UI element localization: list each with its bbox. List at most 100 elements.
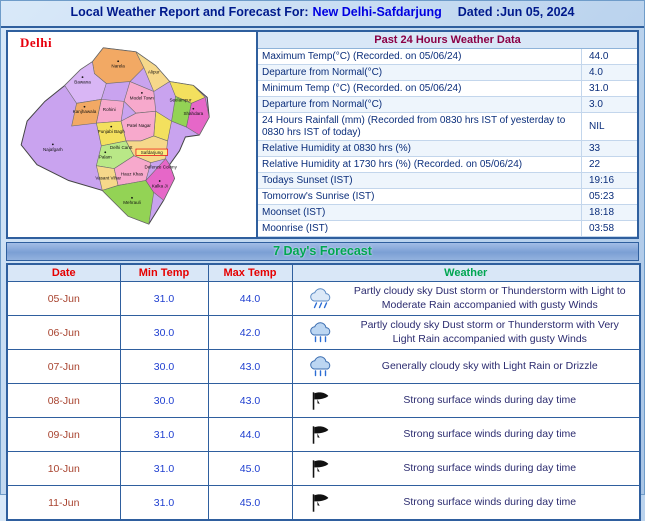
windsock-icon	[293, 390, 349, 412]
past24-row-value: 31.0	[581, 80, 637, 97]
delhi-district-map: Narela Alipur Bawana Kanjhawala Rohini Model …	[20, 47, 210, 225]
past24-row: Moonset (IST) 18:18	[258, 204, 637, 221]
forecast-weather-description: Strong surface winds during day time	[403, 495, 577, 508]
past24-row-value: 4.0	[581, 64, 637, 81]
map-district-label: Bawana	[74, 80, 91, 85]
map-district-label: Kalka Ji	[152, 183, 168, 188]
forecast-min-temp: 30.0	[119, 383, 209, 418]
forecast-max-temp: 44.0	[207, 281, 293, 316]
past-24-hours-table: Past 24 Hours Weather Data Maximum Temp(…	[258, 32, 637, 237]
map-district-label: Defence Colony	[145, 165, 178, 170]
past24-row-label: Moonrise (IST)	[258, 220, 582, 237]
past24-row-label: Todays Sunset (IST)	[258, 172, 582, 189]
forecast-date: 08-Jun	[6, 383, 121, 418]
map-district-label: Safdarjung	[141, 150, 163, 155]
forecast-row: 06-Jun 30.0 42.0 Partly cloudy sky Dust sto…	[6, 315, 641, 350]
map-district-label: Kanjhawala	[73, 109, 97, 114]
town-dot	[131, 196, 133, 199]
past24-row-label: Maximum Temp(°C) (Recorded. on 05/06/24)	[258, 48, 582, 65]
past24-row-label: Minimum Temp (°C) (Recorded. on 05/06/24…	[258, 80, 582, 97]
forecast-header-row: Date Min Temp Max Temp Weather	[6, 263, 641, 282]
past24-row: Departure from Normal(°C) 4.0	[258, 64, 637, 81]
forecast-max-temp: 43.0	[207, 349, 293, 384]
past24-row-value: 03:58	[581, 220, 637, 237]
rain-cloud-icon	[293, 355, 349, 378]
forecast-col-min-temp: Min Temp	[119, 263, 209, 282]
forecast-row: 05-Jun 31.0 44.0 Partly cloudy sky Dust sto…	[6, 281, 641, 316]
forecast-row: 11-Jun 31.0 45.0 Strong surface winds durin…	[6, 485, 641, 521]
past24-row-label: Relative Humidity at 0830 hrs (%)	[258, 140, 582, 157]
past24-row-value: 22	[581, 156, 637, 173]
highlighted-station-box	[135, 148, 168, 156]
forecast-col-max-temp: Max Temp	[207, 263, 293, 282]
forecast-max-temp: 43.0	[207, 383, 293, 418]
map-district-label: Model Town	[130, 95, 155, 100]
town-dot	[51, 143, 54, 146]
town-dot	[110, 125, 113, 128]
past24-row-value: 44.0	[581, 48, 637, 65]
forecast-row: 08-Jun 30.0 43.0 Strong surface winds durin…	[6, 383, 641, 418]
past24-row-label: Departure from Normal(°C)	[258, 96, 582, 113]
past24-row-label: 24 Hours Rainfall (mm) (Recorded from 08…	[258, 112, 582, 141]
past24-title-row: Past 24 Hours Weather Data	[258, 32, 637, 49]
past24-row-label: Relative Humidity at 1730 hrs (%) (Recor…	[258, 156, 582, 173]
forecast-row: 09-Jun 31.0 44.0 Strong surface winds durin…	[6, 417, 641, 452]
past24-row: Moonrise (IST) 03:58	[258, 220, 637, 237]
town-dot	[81, 76, 84, 78]
map-district-label: Shahdara	[183, 111, 203, 116]
past24-row-value: NIL	[581, 112, 637, 141]
forecast-date: 10-Jun	[6, 451, 121, 486]
forecast-min-temp: 31.0	[119, 417, 209, 452]
map-district-label: Narela	[111, 64, 125, 69]
forecast-weather-description: Strong surface winds during day time	[403, 427, 577, 440]
map-district-label: Rohini	[103, 107, 116, 112]
forecast-min-temp: 31.0	[119, 281, 209, 316]
forecast-row: 10-Jun 31.0 45.0 Strong surface winds durin…	[6, 451, 641, 486]
map-district-label: Hauz Khas	[121, 172, 144, 177]
top-panel: Delhi	[6, 30, 639, 239]
past24-row-label: Tomorrow's Sunrise (IST)	[258, 188, 582, 205]
map-district-label: Patel Nagar	[127, 123, 151, 128]
past24-row-label: Departure from Normal(°C)	[258, 64, 582, 81]
forecast-date: 06-Jun	[6, 315, 121, 350]
town-dot	[158, 180, 161, 182]
past24-row: 24 Hours Rainfall (mm) (Recorded from 08…	[258, 112, 637, 141]
forecast-weather-description: Generally cloudy sky with Light Rain or …	[381, 359, 598, 372]
page-title: Local Weather Report and Forecast For: Ne…	[1, 1, 644, 28]
forecast-weather-description: Strong surface winds during day time	[403, 461, 577, 474]
windsock-icon	[293, 458, 349, 480]
forecast-col-weather: Weather	[291, 263, 641, 282]
delhi-map-panel: Delhi	[8, 32, 258, 237]
forecast-min-temp: 31.0	[119, 451, 209, 486]
past24-row-value: 18:18	[581, 204, 637, 221]
forecast-row: 07-Jun 30.0 43.0 Generally cloudy sky with …	[6, 349, 641, 384]
past24-row-value: 3.0	[581, 96, 637, 113]
map-district-label: Vasant Vihar	[95, 176, 121, 181]
forecast-max-temp: 44.0	[207, 417, 293, 452]
past24-row-value: 33	[581, 140, 637, 157]
past24-row-value: 05:23	[581, 188, 637, 205]
forecast-weather-description: Partly cloudy sky Dust storm or Thunders…	[353, 285, 626, 311]
dated-text: Dated :Jun 05, 2024	[457, 5, 575, 19]
past24-row: Maximum Temp(°C) (Recorded. on 05/06/24)…	[258, 48, 637, 65]
town-dot	[83, 105, 86, 108]
map-region-label: Delhi	[20, 35, 53, 50]
past24-title: Past 24 Hours Weather Data	[258, 32, 637, 49]
forecast-max-temp: 45.0	[207, 451, 293, 486]
town-dot	[140, 92, 143, 94]
map-district-label: Punjabi Bagh	[98, 129, 126, 134]
forecast-table: Date Min Temp Max Temp Weather 05-Jun 31.0 44…	[6, 263, 641, 521]
forecast-min-temp: 30.0	[119, 315, 209, 350]
past24-row-value: 19:16	[581, 172, 637, 189]
title-prefix: Local Weather Report and Forecast For:	[70, 5, 309, 19]
forecast-col-date: Date	[6, 263, 121, 282]
location-link[interactable]: New Delhi-Safdarjung	[312, 5, 442, 19]
forecast-weather-description: Strong surface winds during day time	[403, 393, 577, 406]
forecast-date: 05-Jun	[6, 281, 121, 316]
town-dot	[104, 151, 107, 154]
forecast-date: 07-Jun	[6, 349, 121, 384]
past24-row: Relative Humidity at 0830 hrs (%) 33	[258, 140, 637, 157]
map-district-label: Najafgarh	[43, 147, 63, 152]
forecast-min-temp: 30.0	[119, 349, 209, 384]
storm-rain-cloud-icon	[293, 287, 349, 310]
